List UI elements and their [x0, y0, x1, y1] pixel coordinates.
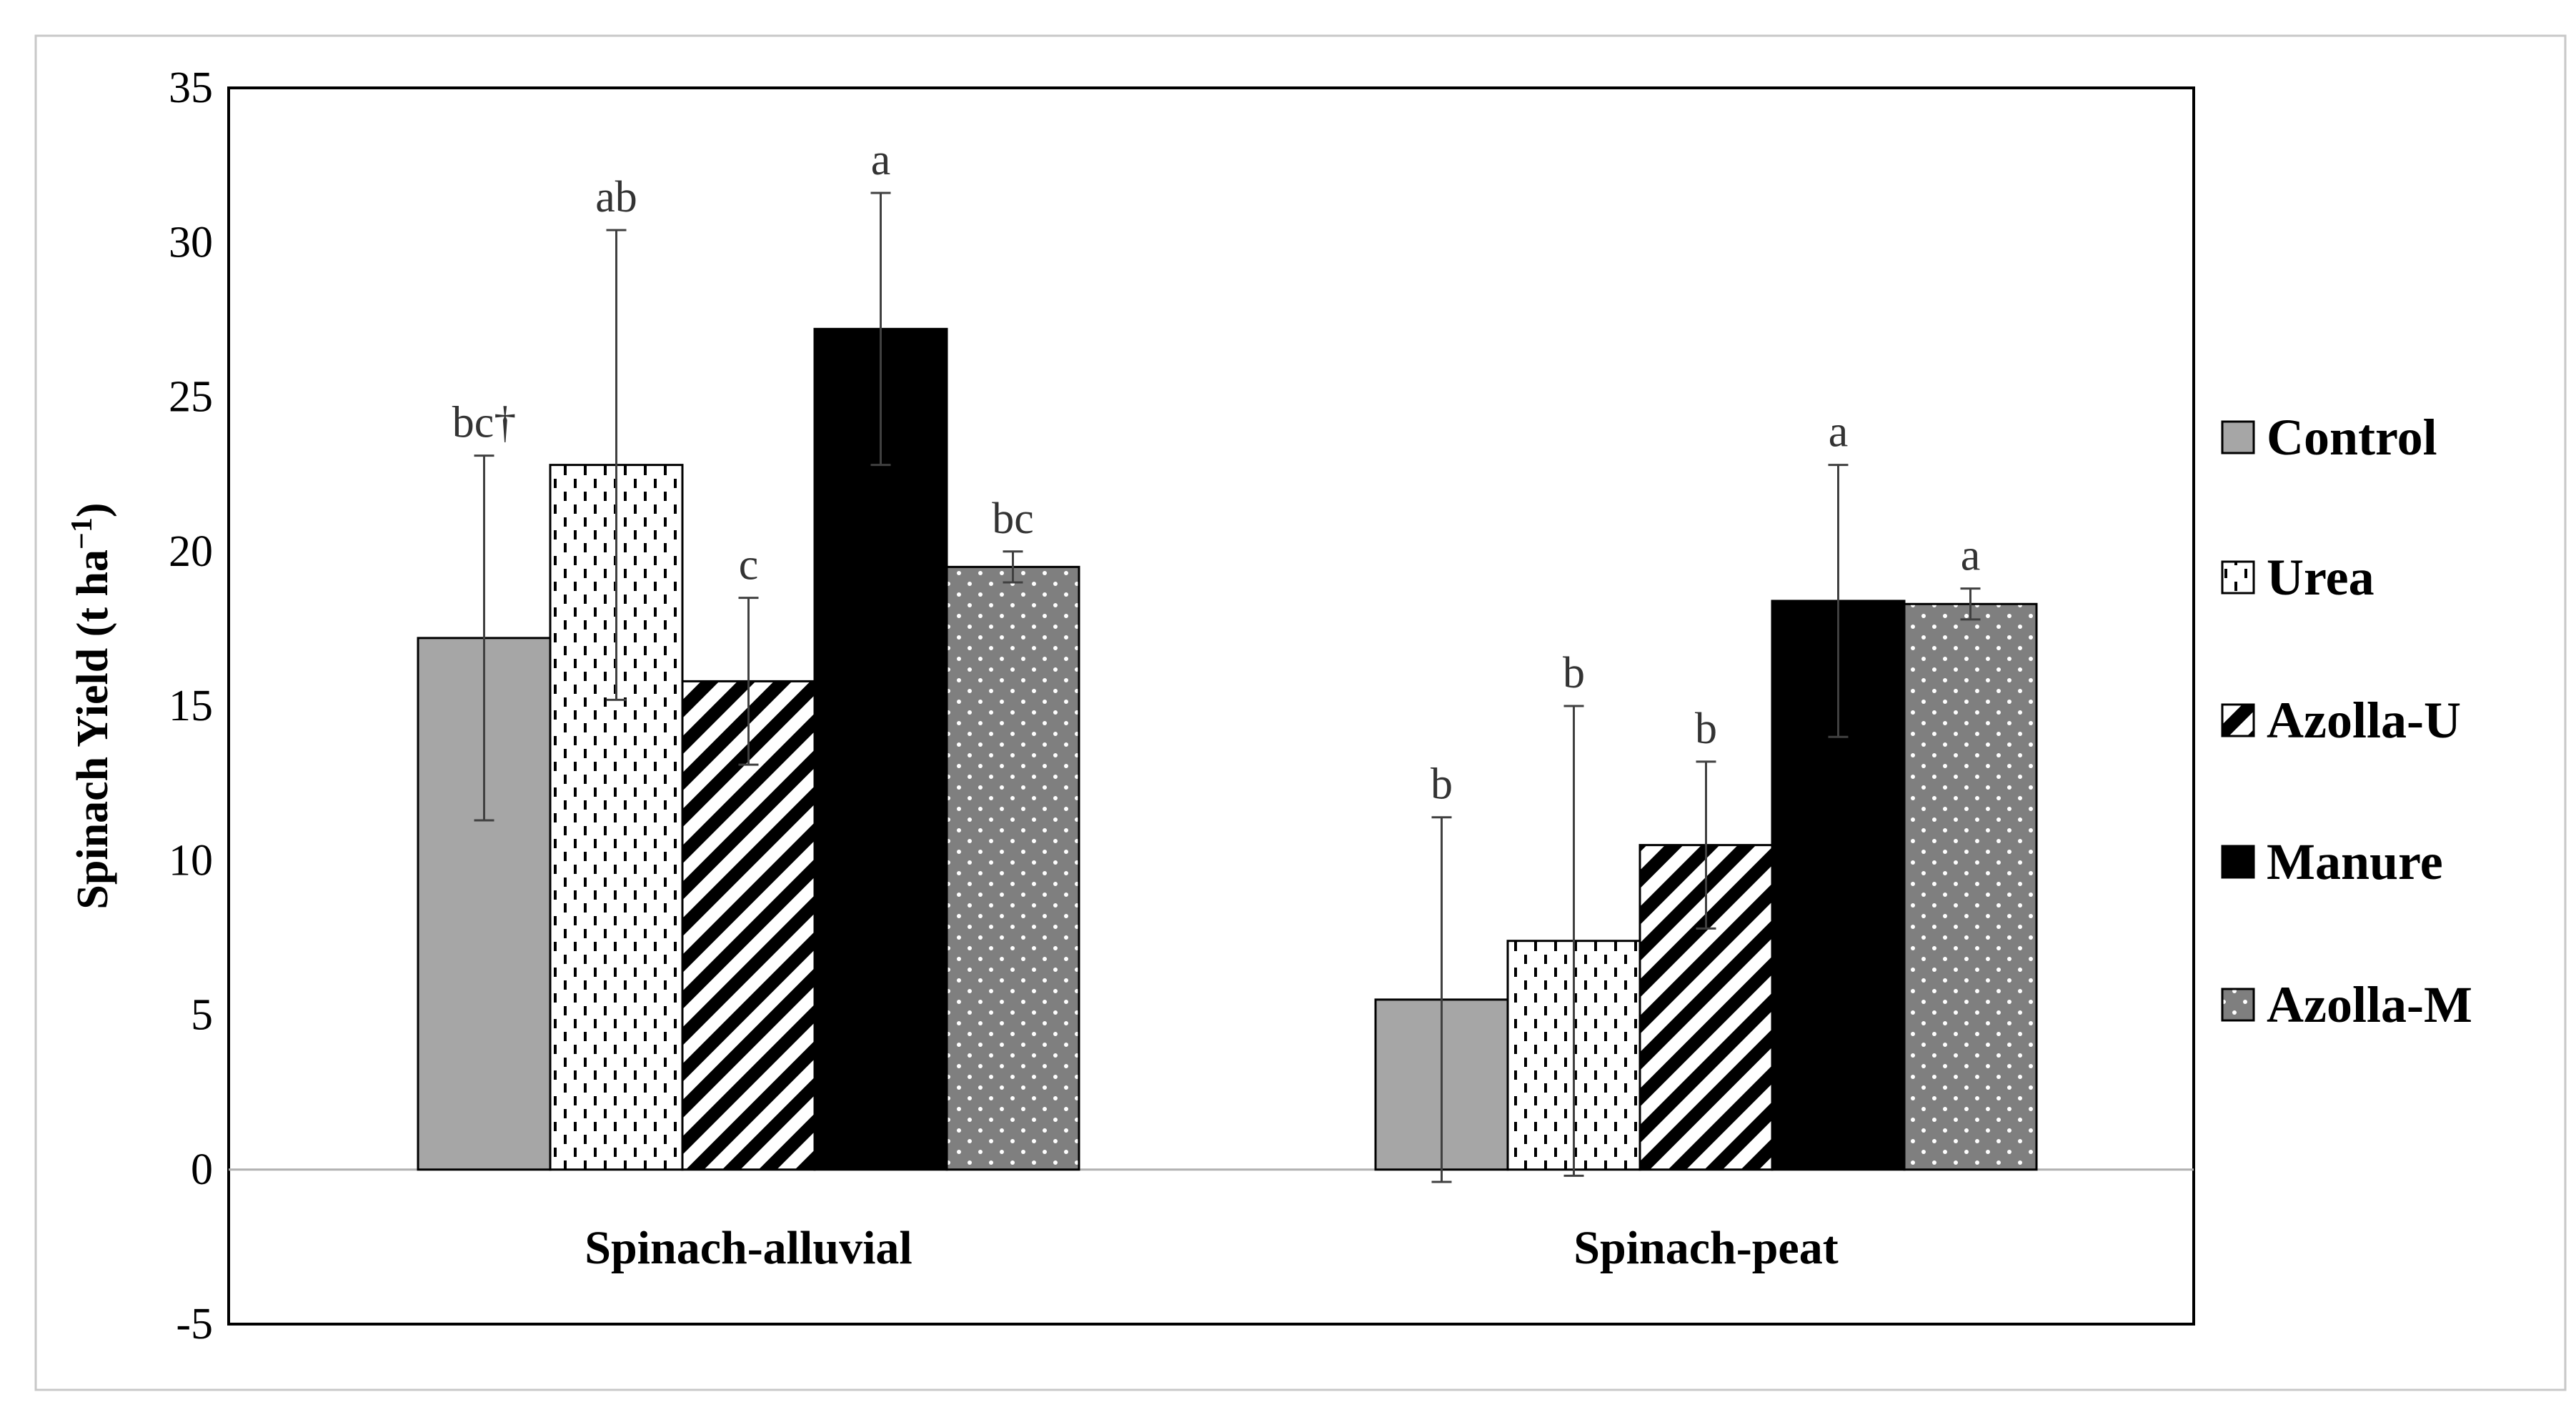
bars — [417, 327, 2038, 1171]
y-tick-label: 30 — [169, 218, 213, 267]
legend-swatch — [2221, 988, 2255, 1022]
legend-label: Manure — [2267, 833, 2443, 890]
significance-letter: b — [1695, 705, 1717, 753]
bar — [813, 327, 948, 1171]
outer-frame — [34, 34, 2567, 1391]
significance-letter: bc — [992, 494, 1034, 543]
y-tick-label: 20 — [169, 527, 213, 576]
legend-swatch — [2221, 560, 2255, 595]
error-bars — [474, 192, 1981, 1183]
y-tick-label: 10 — [169, 836, 213, 885]
legend-swatch — [2221, 420, 2255, 454]
plot-area — [227, 86, 2195, 1326]
bar — [1903, 602, 2038, 1171]
y-tick-label: -5 — [176, 1300, 213, 1348]
y-axis-title: Spinach Yield (t ha−1) — [66, 502, 117, 909]
significance-letter: bc† — [452, 399, 517, 447]
bar — [945, 565, 1080, 1171]
y-tick-label: 5 — [191, 991, 213, 1040]
legend-swatch — [2221, 845, 2255, 879]
legend-label: Azolla-U — [2267, 692, 2461, 749]
legend: Control Urea Azolla-U Manure Azolla-M — [2221, 409, 2472, 1033]
y-tick-label: 25 — [169, 373, 213, 422]
legend-label: Azolla-M — [2267, 976, 2472, 1033]
significance-letter: c — [739, 541, 759, 590]
significance-letter: ab — [595, 173, 637, 222]
significance-letter: b — [1563, 649, 1585, 697]
significance-letter: a — [1961, 532, 1981, 580]
y-tick-label: 0 — [191, 1145, 213, 1194]
legend-label: Urea — [2267, 549, 2374, 606]
legend-label: Control — [2267, 409, 2437, 466]
x-category-label: Spinach-peat — [1573, 1222, 1838, 1274]
x-category-label: Spinach-alluvial — [585, 1222, 912, 1274]
y-tick-label: 15 — [169, 682, 213, 730]
significance-letter: b — [1431, 760, 1453, 809]
significance-letter: a — [871, 136, 891, 184]
significance-letter: a — [1829, 408, 1849, 457]
x-axis-labels: Spinach-alluvial Spinach-peat — [585, 1222, 1838, 1274]
y-axis-ticks: 35 30 25 20 15 10 5 0 -5 — [169, 64, 213, 1348]
legend-swatch — [2221, 703, 2255, 737]
y-tick-label: 35 — [169, 64, 213, 112]
